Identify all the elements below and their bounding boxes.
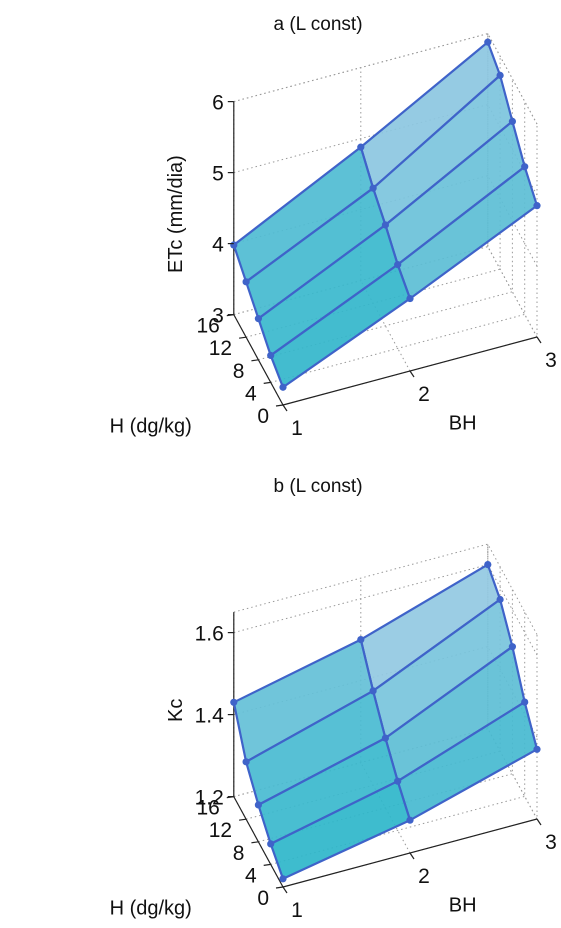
- x-tick-label: 1: [291, 417, 303, 440]
- z-tick-label: 4: [212, 234, 224, 257]
- y-axis-label: H (dg/kg): [110, 415, 192, 437]
- data-point: [279, 383, 287, 391]
- data-point: [484, 561, 492, 569]
- data-point: [484, 38, 492, 46]
- y-axis-label: H (dg/kg): [110, 897, 192, 919]
- y-tick-label: 4: [245, 382, 257, 405]
- y-tick: [275, 404, 284, 407]
- data-point: [279, 875, 287, 883]
- data-point: [533, 202, 541, 210]
- data-point: [230, 698, 238, 706]
- data-point: [394, 777, 402, 785]
- z-tick-label: 1.2: [195, 787, 224, 810]
- x-tick-label: 3: [545, 349, 557, 372]
- x-tick-label: 2: [418, 383, 430, 406]
- x-tick: [536, 818, 542, 826]
- data-point: [254, 315, 262, 323]
- y-tick-label: 0: [257, 887, 269, 910]
- data-points: [230, 561, 541, 883]
- data-point: [496, 71, 504, 79]
- z-tick-label: 6: [212, 92, 224, 115]
- y-tick-label: 4: [245, 864, 257, 887]
- z-tick-label: 3: [212, 305, 224, 328]
- surface: [232, 41, 539, 389]
- data-point: [369, 687, 377, 695]
- y-tick-label: 12: [209, 337, 232, 360]
- chart-panel-a: a (L const) 1 2 3 0 4 8 12 16 3 4 5 6 BH H (dg/kg) ETc …: [110, 14, 557, 440]
- z-tick-label: 1.4: [195, 705, 225, 728]
- data-point: [254, 801, 262, 809]
- axis-labels: BH H (dg/kg) Kc: [110, 699, 477, 920]
- data-point: [508, 643, 516, 651]
- y-tick-label: 16: [196, 797, 219, 820]
- data-point: [406, 294, 414, 303]
- x-axis-label: BH: [449, 413, 477, 435]
- x-tick-label: 1: [291, 899, 303, 922]
- y-tick-label: 8: [233, 360, 245, 383]
- x-tick: [409, 852, 415, 860]
- z-axis-label: ETc (mm/dia): [165, 155, 187, 273]
- data-point: [267, 840, 275, 848]
- data-point: [406, 816, 414, 824]
- data-point: [508, 117, 516, 125]
- data-point: [394, 261, 402, 269]
- data-point: [242, 758, 250, 766]
- data-point: [267, 351, 275, 360]
- z-tick-label: 1.6: [195, 623, 224, 646]
- chart-title: a (L const): [273, 14, 362, 35]
- x-tick-label: 2: [418, 865, 430, 888]
- data-points: [230, 38, 541, 391]
- y-tick-label: 16: [196, 315, 219, 338]
- x-tick: [409, 370, 415, 378]
- y-tick: [251, 359, 259, 362]
- data-point: [230, 241, 238, 249]
- y-tick: [239, 336, 247, 339]
- z-axis-label: Kc: [165, 699, 187, 722]
- chart-title: b (L const): [273, 476, 362, 497]
- axis-labels: BH H (dg/kg) ETc (mm/dia): [110, 155, 477, 437]
- y-tick: [251, 841, 259, 844]
- data-point: [242, 278, 250, 286]
- y-tick: [275, 886, 284, 889]
- surface: [232, 563, 539, 880]
- x-tick: [282, 886, 288, 894]
- x-tick-label: 3: [545, 831, 557, 854]
- z-tick-label: 5: [212, 163, 224, 186]
- y-tick-label: 8: [233, 842, 245, 865]
- data-point: [381, 221, 389, 229]
- y-tick-label: 0: [257, 405, 269, 428]
- data-point: [521, 163, 529, 171]
- x-axis-label: BH: [449, 895, 477, 917]
- data-point: [357, 636, 365, 644]
- data-point: [533, 745, 541, 753]
- data-point: [496, 595, 504, 604]
- data-point: [357, 143, 365, 151]
- x-tick: [536, 336, 542, 344]
- chart-panel-b: b (L const) 1 2 3 0 4 8 12 16 1.2 1.4 1.6 BH H (dg/kg…: [0, 464, 561, 928]
- y-tick: [263, 381, 271, 384]
- data-point: [521, 698, 529, 706]
- data-point: [381, 734, 389, 742]
- x-tick: [282, 404, 288, 412]
- data-point: [369, 184, 377, 192]
- y-tick: [239, 818, 247, 821]
- y-tick-label: 12: [209, 819, 232, 842]
- y-tick: [263, 863, 271, 866]
